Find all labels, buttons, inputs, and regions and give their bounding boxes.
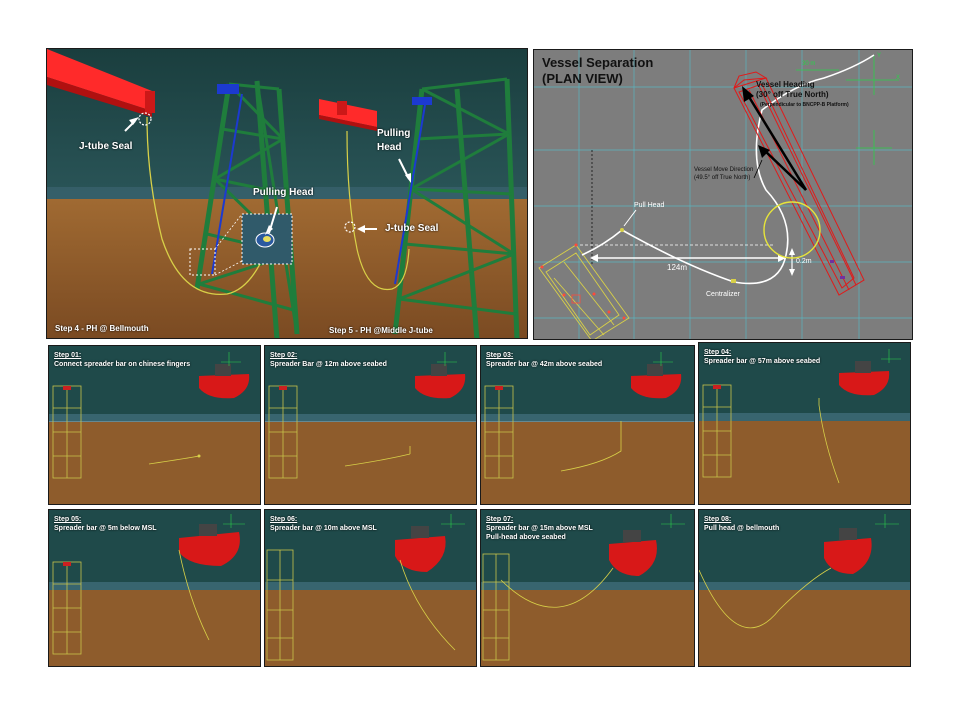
step-04-desc: Spreader bar @ 57m above seabed xyxy=(704,358,821,365)
step-05-desc: Spreader bar @ 5m below MSL xyxy=(54,525,157,532)
step-panel-01: Step 01: Connect spreader bar on chinese … xyxy=(48,345,261,505)
pulling-head-label-center: Pulling Head xyxy=(253,187,314,198)
step-panel-06: Step 06: Spreader bar @ 10m above MSL xyxy=(264,509,477,667)
pulling-head-label-right-text: Pulling Head xyxy=(377,128,411,153)
move-direction-label: Vessel Move Direction (49.5° off True No… xyxy=(694,166,753,182)
step-05-title: Step 05: Spreader bar @ 5m below MSL xyxy=(54,515,157,533)
step-03-title: Step 03: Spreader bar @ 42m above seabed xyxy=(486,351,602,369)
axis-y-label: Y xyxy=(877,53,882,59)
axis-x-label: X xyxy=(896,75,901,81)
step-panel-05: Step 05: Spreader bar @ 5m below MSL xyxy=(48,509,261,667)
plan-title-line2: (PLAN VIEW) xyxy=(542,71,623,86)
move-direction-text: Vessel Move Direction xyxy=(694,167,754,173)
step-04-number: Step 04: xyxy=(704,349,732,356)
plan-title-line1: Vessel Separation xyxy=(542,55,654,70)
step-04-scene xyxy=(699,343,910,504)
vessel-heading-text: Vessel Heading xyxy=(756,80,815,89)
step-01-desc: Connect spreader bar on chinese fingers xyxy=(54,361,191,368)
step-08-scene xyxy=(699,510,910,666)
jtube-seal-label-right: J-tube Seal xyxy=(385,223,439,234)
step-03-scene xyxy=(481,346,694,504)
step-04-title: Step 04: Spreader bar @ 57m above seabed xyxy=(704,348,820,366)
distance-0-2m-label: 0.2m xyxy=(796,258,812,265)
jtube-seal-marker-right xyxy=(344,221,356,233)
cable-route xyxy=(581,54,875,285)
step-07-desc2: Pull-head above seabed xyxy=(486,534,566,541)
plan-view-drawing xyxy=(534,50,912,339)
pulling-head-label-right: Pulling Head xyxy=(377,127,425,155)
vessel-heading-note: (Perpendicular to BNCPP-B Platform) xyxy=(760,102,849,108)
step-panel-03: Step 03: Spreader bar @ 42m above seabed xyxy=(480,345,695,505)
step-08-title: Step 08: Pull head @ bellmouth xyxy=(704,515,779,533)
jacket-scene-drawing xyxy=(47,49,527,338)
step-06-number: Step 06: xyxy=(270,516,298,523)
step-02-title: Step 02: Spreader Bar @ 12m above seabed xyxy=(270,351,387,369)
step-03-desc: Spreader bar @ 42m above seabed xyxy=(486,361,603,368)
jtube-seal-label-left: J-tube Seal xyxy=(79,141,133,152)
step-07-desc: Spreader bar @ 15m above MSL xyxy=(486,525,593,532)
move-direction-deg: (49.5° off True North) xyxy=(694,175,751,181)
vessel-heading-deg: (30° off True North) xyxy=(756,90,829,99)
step-01-scene xyxy=(49,346,260,504)
step-08-number: Step 08: xyxy=(704,516,732,523)
vessel-heading-label: Vessel Heading (30° off True North) xyxy=(756,80,829,100)
step-07-title: Step 07: Spreader bar @ 15m above MSL Pull… xyxy=(486,515,593,542)
vessel-turn-circle xyxy=(763,201,821,259)
jacket-jtube-scene: J-tube Seal Pulling Head Pulling Head J-… xyxy=(46,48,528,339)
step-06-scene xyxy=(265,510,476,666)
caption-step4: Step 4 - PH @ Bellmouth xyxy=(55,324,149,333)
step-panel-02: Step 02: Spreader Bar @ 12m above seabed xyxy=(264,345,477,505)
step-08-desc: Pull head @ bellmouth xyxy=(704,525,780,532)
step-06-desc: Spreader bar @ 10m above MSL xyxy=(270,525,377,532)
scale-30m-label: 30 m xyxy=(802,61,816,67)
cable-right xyxy=(346,130,410,291)
step-02-number: Step 02: xyxy=(270,352,298,359)
step-panel-08: Step 08: Pull head @ bellmouth xyxy=(698,509,911,667)
step-02-scene xyxy=(265,346,476,504)
step-panel-04: Step 04: Spreader bar @ 57m above seabed xyxy=(698,342,911,505)
distance-124m-label: 124m xyxy=(667,263,688,272)
platform-jacket xyxy=(538,244,630,339)
step-02-desc: Spreader Bar @ 12m above seabed xyxy=(270,361,387,368)
vessel-separation-plan-view: Vessel Separation (PLAN VIEW) Vessel Hea… xyxy=(533,49,913,340)
jtube-seal-marker-left xyxy=(138,112,152,126)
caption-step5: Step 5 - PH @Middle J-tube xyxy=(329,326,433,335)
step-01-title: Step 01: Connect spreader bar on chinese … xyxy=(54,351,190,369)
step-03-number: Step 03: xyxy=(486,352,514,359)
step-06-title: Step 06: Spreader bar @ 10m above MSL xyxy=(270,515,377,533)
plan-title: Vessel Separation (PLAN VIEW) xyxy=(542,55,653,87)
step-07-scene xyxy=(481,510,694,666)
pull-head-label: Pull Head xyxy=(634,202,665,209)
left-jacket-legs xyxy=(194,80,300,338)
step-05-scene xyxy=(49,510,260,666)
cable-left xyxy=(146,116,270,296)
step-07-number: Step 07: xyxy=(486,516,514,523)
step-panel-07: Step 07: Spreader bar @ 15m above MSL Pull… xyxy=(480,509,695,667)
step-01-number: Step 01: xyxy=(54,352,82,359)
step-05-number: Step 05: xyxy=(54,516,82,523)
centralizer-label: Centralizer xyxy=(706,291,740,298)
